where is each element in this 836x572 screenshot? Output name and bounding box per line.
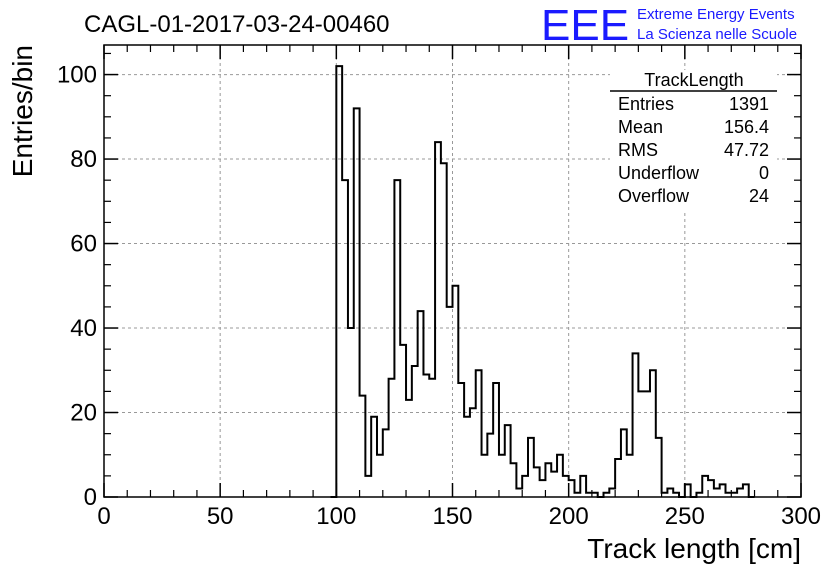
logo-mark: EEE xyxy=(541,1,629,50)
histogram-bin xyxy=(644,391,650,497)
y-axis-label: Entries/bin xyxy=(7,45,38,177)
y-tick-label: 20 xyxy=(70,400,97,427)
stats-value-rms: 47.72 xyxy=(724,140,769,160)
stats-rows: Entries 1391 Mean 156.4 RMS 47.72 Underf… xyxy=(618,94,769,206)
grid-lines xyxy=(104,45,801,497)
stats-box-background xyxy=(610,70,777,210)
stats-label-underflow: Underflow xyxy=(618,163,700,183)
stats-box: TrackLength Entries 1391 Mean 156.4 RMS … xyxy=(610,70,777,210)
histogram-bin xyxy=(551,472,557,497)
histogram-bin xyxy=(540,480,546,497)
x-axis-label: Track length [cm] xyxy=(587,533,801,564)
y-tick-labels: 0 20 40 60 80 100 xyxy=(57,62,97,511)
x-tick-label: 300 xyxy=(781,503,821,530)
histogram-bin xyxy=(714,489,720,497)
histogram-bin xyxy=(464,417,470,497)
y-tick-label: 80 xyxy=(70,146,97,173)
histogram-bin xyxy=(499,455,505,497)
eee-logo: EEE Extreme Energy Events La Scienza nel… xyxy=(541,1,797,50)
y-tick-label: 60 xyxy=(70,231,97,258)
histogram-bin xyxy=(423,374,429,497)
y-tick-label: 0 xyxy=(84,484,97,511)
histogram-bin xyxy=(429,379,435,497)
histogram-bin xyxy=(406,400,412,497)
x-tick-labels: 0 50 100 150 200 250 300 xyxy=(97,503,821,530)
run-title: CAGL-01-2017-03-24-00460 xyxy=(84,11,390,38)
stats-value-underflow: 0 xyxy=(759,163,769,183)
x-tick-label: 250 xyxy=(665,503,705,530)
histogram-bin xyxy=(470,408,476,497)
stats-value-overflow: 24 xyxy=(749,186,769,206)
x-tick-label: 200 xyxy=(549,503,589,530)
x-tick-label: 150 xyxy=(432,503,472,530)
histogram-bin xyxy=(516,489,522,497)
stats-label-rms: RMS xyxy=(618,140,658,160)
histogram-bin xyxy=(627,455,633,497)
stats-label-overflow: Overflow xyxy=(618,186,690,206)
x-tick-label: 100 xyxy=(316,503,356,530)
histogram-bin xyxy=(638,391,644,497)
stats-value-mean: 156.4 xyxy=(724,117,769,137)
histogram-bin xyxy=(482,455,488,497)
histogram-bin xyxy=(377,455,383,497)
y-tick-label: 100 xyxy=(57,62,97,89)
histogram-bin xyxy=(447,307,453,497)
x-tick-label: 50 xyxy=(207,503,234,530)
axis-ticks xyxy=(103,45,802,498)
stats-label-mean: Mean xyxy=(618,117,663,137)
stats-value-entries: 1391 xyxy=(729,94,769,114)
y-tick-label: 40 xyxy=(70,315,97,342)
logo-caption-line2: La Scienza nelle Scuole xyxy=(637,26,797,43)
logo-caption-line1: Extreme Energy Events xyxy=(637,6,795,23)
histogram-bin xyxy=(365,476,371,497)
x-tick-label: 0 xyxy=(97,503,110,530)
stats-label-entries: Entries xyxy=(618,94,674,114)
stats-box-title: TrackLength xyxy=(644,70,743,90)
